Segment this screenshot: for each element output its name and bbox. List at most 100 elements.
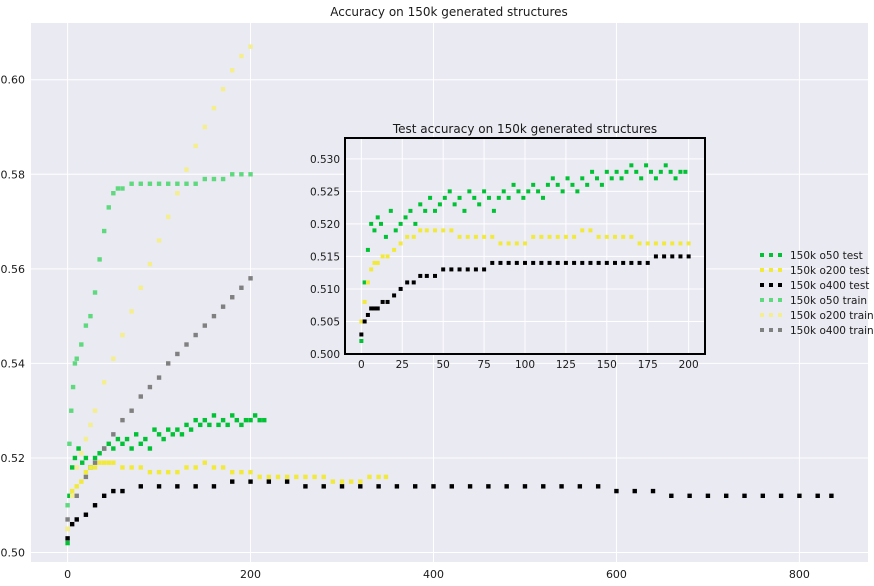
legend-marker — [778, 313, 782, 317]
data-point — [365, 247, 370, 252]
data-point — [92, 290, 98, 295]
data-point — [175, 484, 180, 489]
data-point — [92, 408, 98, 413]
data-point — [152, 427, 157, 432]
data-point — [138, 285, 143, 290]
data-point — [405, 234, 410, 239]
data-point — [88, 422, 93, 428]
data-point — [147, 181, 153, 186]
data-point — [359, 319, 364, 324]
legend-marker — [769, 253, 773, 257]
data-point — [202, 323, 208, 328]
data-point — [449, 228, 454, 233]
data-point — [69, 488, 75, 494]
data-point — [69, 465, 75, 470]
data-point — [596, 234, 601, 239]
data-point — [491, 208, 496, 213]
data-point — [496, 195, 501, 200]
series-150k-o50-train — [65, 172, 253, 508]
data-point — [239, 285, 244, 290]
data-point — [303, 484, 308, 489]
data-point — [383, 474, 389, 480]
data-point — [555, 182, 560, 187]
data-point — [248, 417, 253, 423]
data-point — [358, 479, 363, 484]
data-point — [418, 202, 423, 207]
data-point — [653, 254, 658, 259]
data-point — [72, 361, 78, 366]
data-point — [408, 208, 413, 213]
data-point — [613, 260, 617, 265]
legend-marker — [769, 283, 773, 287]
data-point — [101, 460, 107, 465]
data-point — [668, 169, 673, 174]
legend-marker — [769, 298, 773, 302]
data-point — [588, 228, 593, 233]
data-point — [663, 163, 668, 168]
data-point — [506, 195, 511, 200]
data-point — [670, 254, 675, 259]
data-point — [92, 503, 98, 508]
data-point — [339, 479, 345, 484]
data-point — [175, 191, 180, 196]
data-point — [69, 408, 74, 413]
data-point — [111, 446, 116, 451]
data-point — [67, 493, 72, 499]
data-point — [372, 228, 377, 233]
data-point — [490, 234, 495, 239]
data-point — [424, 273, 429, 278]
data-point — [394, 484, 400, 489]
data-point — [629, 163, 634, 168]
legend-item: 150k o400 test — [760, 280, 869, 292]
x-tick-label: 800 — [789, 568, 810, 581]
data-point — [230, 68, 235, 73]
data-point — [797, 493, 802, 499]
legend-item: 150k o200 test — [760, 265, 869, 277]
data-point — [465, 267, 470, 272]
data-point — [156, 469, 162, 475]
x-tick-label: 200 — [679, 359, 699, 371]
data-point — [514, 241, 519, 246]
data-point — [482, 267, 487, 272]
y-tick-label: 0.500 — [310, 349, 340, 361]
data-point — [398, 241, 403, 246]
data-point — [522, 484, 528, 489]
data-point — [348, 479, 354, 484]
series-150k-o400-test — [65, 479, 834, 541]
data-point — [70, 384, 76, 390]
data-point — [230, 172, 235, 177]
data-point — [441, 228, 446, 233]
data-point — [248, 276, 253, 281]
data-point — [367, 474, 372, 480]
data-point — [590, 169, 595, 174]
data-point — [76, 446, 81, 451]
data-point — [411, 280, 416, 285]
x-tick-label: 25 — [396, 359, 409, 371]
legend-marker — [769, 328, 773, 332]
data-point — [202, 460, 208, 465]
data-point — [65, 526, 70, 532]
data-point — [686, 241, 691, 246]
legend-label: 150k o50 test — [790, 250, 863, 262]
data-point — [184, 167, 189, 172]
data-point — [637, 241, 642, 246]
inset-chart: 0 25 50 75 100 125 150 175 200 0.500 0.505 0.510 0.5… — [310, 122, 706, 371]
data-point — [662, 241, 667, 246]
data-point — [705, 493, 711, 499]
data-point — [609, 176, 614, 181]
data-point — [487, 195, 491, 200]
data-point — [138, 394, 143, 399]
data-point — [193, 417, 198, 423]
data-point — [65, 503, 70, 508]
data-point — [101, 380, 107, 385]
data-point — [447, 189, 452, 194]
data-point — [683, 169, 688, 174]
data-point — [225, 422, 230, 428]
data-point — [411, 234, 416, 239]
data-point — [79, 479, 84, 484]
data-point — [248, 469, 253, 475]
data-point — [457, 195, 462, 200]
data-point — [376, 484, 381, 489]
data-point — [498, 260, 503, 265]
x-tick-label: 600 — [606, 568, 627, 581]
